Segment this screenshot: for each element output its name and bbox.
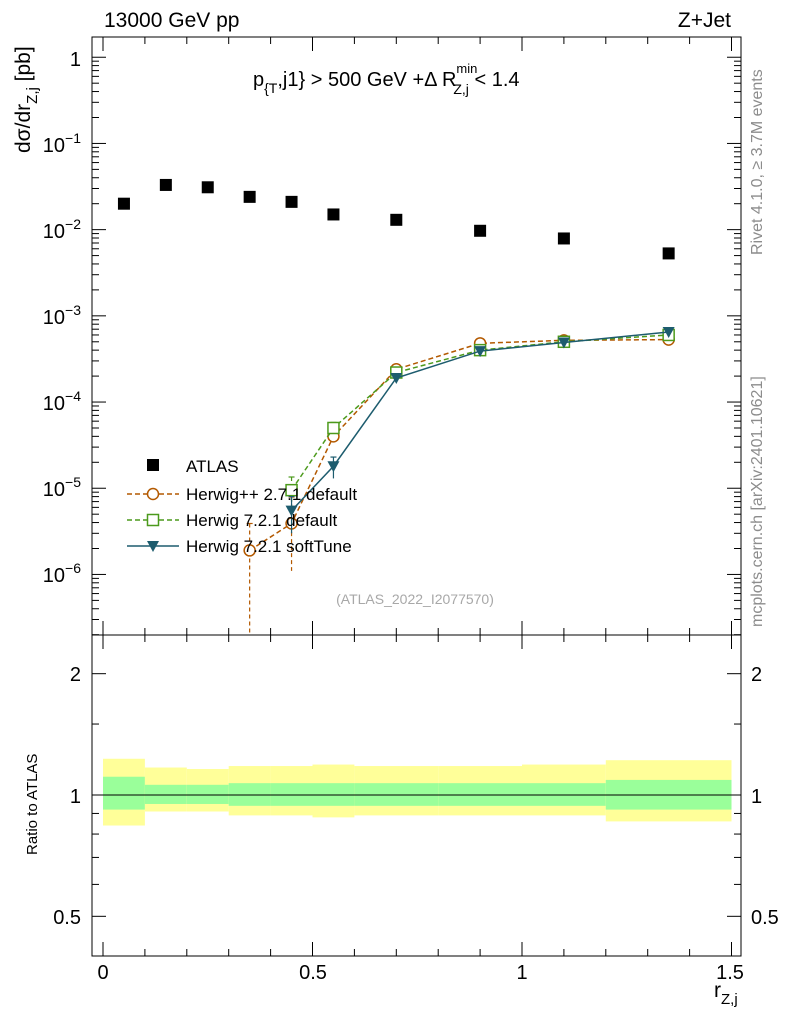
cut-label: p{T,j1} > 500 GeV +Δ Rmin Z,j < 1.4 [253, 61, 520, 97]
data-point [243, 544, 256, 557]
legend-marker-herwigpp [146, 487, 160, 501]
data-point [285, 483, 298, 497]
y-tick-label: 10−1 [43, 130, 81, 157]
series-line-2 [290, 334, 669, 491]
cut-sub2: Z,j [453, 81, 469, 97]
data-point [285, 505, 298, 517]
legend-label-atlas: ATLAS [186, 457, 239, 476]
data-point-atlas [327, 208, 340, 221]
legend-label-herwig7-softtune: Herwig 7.2.1 softTune [186, 537, 352, 556]
main-series [117, 178, 675, 635]
data-point-atlas [201, 181, 214, 194]
axis-ticks [92, 37, 741, 956]
ratio-tick-label-right: 1 [751, 786, 762, 808]
data-point [662, 326, 675, 338]
cut-part2: ,j1} > 500 GeV +Δ R [277, 69, 456, 91]
legend-marker-herwig7-default [146, 513, 160, 527]
cut-part3: < 1.4 [469, 69, 520, 91]
mcplots-url-label: mcplots.cern.ch [arXiv:2401.10621] [749, 376, 766, 627]
data-point [327, 461, 340, 473]
xlabel-sub: Z,j [721, 991, 738, 1008]
x-tick-label: 0 [97, 962, 108, 984]
ratio-tick-label-right: 0.5 [751, 907, 779, 929]
legend-marker-atlas [147, 459, 159, 471]
ratio-tick-label: 0.5 [53, 907, 81, 929]
y-tick-label: 10−5 [43, 474, 81, 501]
y-tick-label: 10−2 [43, 216, 81, 243]
cut-part1: p [253, 69, 264, 91]
data-point-atlas [662, 247, 675, 260]
legend: ATLAS Herwig++ 2.7.1 default Herwig 7.2.… [127, 457, 357, 556]
ratio-stat-band [312, 783, 355, 806]
x-axis-label: rZ,j [714, 979, 738, 1008]
x-tick-label: 0.5 [299, 962, 327, 984]
y-tick-label: 10−3 [43, 302, 81, 329]
energy-label: 13000 GeV pp [104, 9, 239, 32]
legend-marker-herwig7-softtune [147, 541, 159, 552]
cut-sub1: {T [264, 80, 278, 96]
ratio-tick-label-right: 2 [751, 664, 762, 686]
ratio-stat-band [144, 784, 187, 804]
x-tick-label: 1 [516, 962, 527, 984]
xlabel-base: r [714, 979, 721, 1002]
legend-label-herwigpp: Herwig++ 2.7.1 default [186, 485, 357, 504]
data-point-atlas [285, 195, 298, 208]
ylabel-suffix: [pb] [12, 46, 35, 87]
ratio-y-axis-label: Ratio to ATLAS [24, 754, 41, 855]
ratio-tick-label: 1 [70, 786, 81, 808]
ratio-stat-band [438, 783, 522, 806]
rivet-version-label: Rivet 4.1.0, ≥ 3.7M events [749, 69, 766, 255]
ratio-stat-band [186, 784, 229, 804]
ylabel-sub: Z,j [24, 87, 41, 104]
data-point-atlas [557, 232, 570, 245]
cut-sup2: min [456, 61, 477, 76]
ratio-stat-band [228, 783, 271, 806]
series-line-3 [291, 331, 669, 512]
ratio-stat-band [270, 783, 313, 806]
data-point-atlas [159, 178, 172, 191]
data-point [557, 337, 570, 349]
process-label: Z+Jet [678, 9, 731, 32]
data-point [474, 346, 487, 358]
data-point-atlas [390, 213, 403, 226]
main-y-axis-label: dσ/drZ,j [pb] [12, 46, 41, 153]
y-tick-label: 10−4 [43, 388, 81, 415]
data-point-atlas [243, 190, 256, 203]
analysis-id-watermark: (ATLAS_2022_I2077570) [336, 591, 494, 607]
ylabel-base: dσ/dr [12, 104, 35, 153]
y-tick-label: 10−6 [43, 560, 81, 587]
ratio-stat-band [522, 783, 606, 806]
data-point [327, 421, 340, 435]
ratio-tick-label: 2 [70, 664, 81, 686]
y-tick-label: 1 [70, 49, 81, 71]
x-tick-label: 1.5 [716, 962, 744, 984]
data-point-atlas [474, 224, 487, 237]
ratio-bands [103, 758, 732, 826]
data-point-atlas [117, 197, 130, 210]
legend-label-herwig7-default: Herwig 7.2.1 default [186, 511, 337, 530]
data-point [390, 373, 403, 385]
ratio-stat-band [103, 776, 145, 810]
ratio-stat-band [354, 783, 439, 806]
